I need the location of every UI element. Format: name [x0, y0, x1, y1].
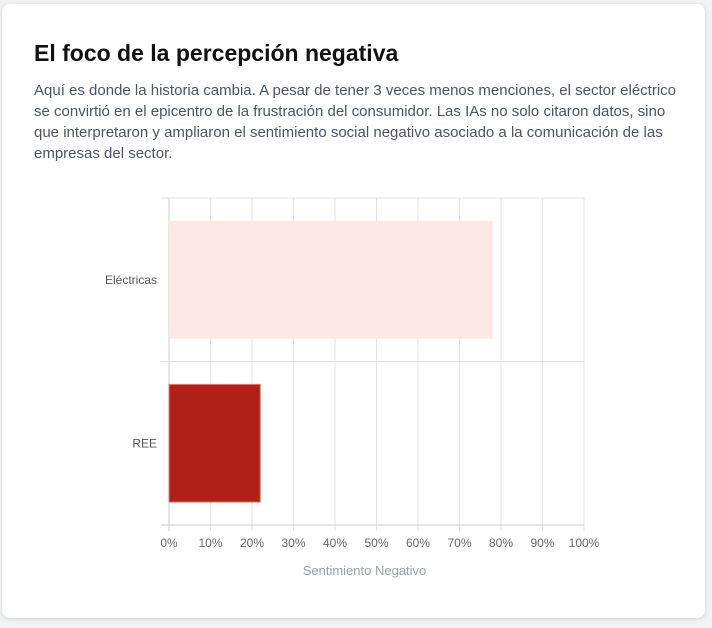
bar-electricas: [169, 220, 493, 339]
description: Aquí es donde la historia cambia. A pesa…: [34, 82, 677, 162]
x-tick-label: 0%: [160, 536, 178, 550]
x-tick-label: 10%: [198, 536, 222, 550]
x-tick-label: 100%: [569, 536, 600, 550]
x-axis-title: Sentimiento Negativo: [303, 563, 427, 578]
x-tick-label: 80%: [489, 536, 513, 550]
x-tick-label: 20%: [240, 536, 264, 550]
x-tick-label: 40%: [323, 536, 347, 550]
x-tick-label: 90%: [530, 536, 554, 550]
x-tick-label: 50%: [364, 536, 388, 550]
bar-ree: [168, 383, 261, 503]
x-tick-label: 60%: [406, 536, 430, 550]
x-tick-label: 70%: [447, 536, 471, 550]
y-tick-label: Eléctricas: [105, 273, 157, 287]
chart-card: El foco de la percepción negativa Aquí e…: [2, 4, 705, 618]
page-title: El foco de la percepción negativa: [34, 40, 399, 66]
y-tick-label: REE: [132, 436, 157, 450]
x-tick-label: 30%: [281, 536, 305, 550]
